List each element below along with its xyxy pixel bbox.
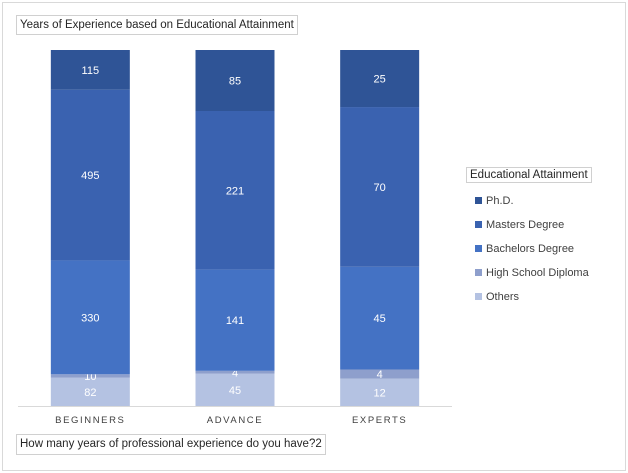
legend-swatch (475, 269, 482, 276)
data-label: 4 (377, 369, 383, 381)
data-label: 45 (374, 313, 386, 325)
data-label: 70 (374, 182, 386, 194)
legend-item: High School Diploma (466, 261, 601, 285)
bar-segment-beginners-bachelors-degree (50, 260, 130, 375)
bar-segment-experts-ph-d (340, 50, 420, 108)
legend-item: Masters Degree (466, 213, 601, 237)
bar-segment-beginners-others (50, 377, 130, 406)
data-label: 330 (81, 312, 99, 324)
legend-swatch (475, 293, 482, 300)
legend: Educational Attainment Ph.D. Masters Degr… (466, 165, 601, 309)
bar-segment-advance-others (195, 373, 275, 406)
legend-item: Bachelors Degree (466, 237, 601, 261)
x-axis-title: How many years of professional experienc… (16, 434, 326, 455)
data-label: 45 (229, 385, 241, 397)
x-tick-label: ADVANCE (207, 415, 263, 426)
bar-segment-advance-high-school-diploma (195, 370, 275, 374)
bar-segment-advance-ph-d (195, 50, 275, 112)
bar-segment-advance-bachelors-degree (195, 269, 275, 371)
bar-segment-beginners-high-school-diploma (50, 374, 130, 378)
data-label: 12 (374, 387, 386, 399)
legend-label: Bachelors Degree (486, 243, 575, 255)
data-label: 85 (229, 76, 241, 88)
chart-title: Years of Experience based on Educational… (16, 15, 298, 35)
legend-item: Others (466, 285, 601, 309)
legend-swatch (475, 245, 482, 252)
bar-segment-experts-masters-degree (340, 107, 420, 267)
bar-segment-experts-high-school-diploma (340, 369, 420, 379)
bar-segment-beginners-masters-degree (50, 89, 130, 261)
legend-label: High School Diploma (486, 267, 589, 279)
legend-label: Masters Degree (486, 219, 565, 231)
bar-segment-beginners-ph-d (50, 50, 130, 90)
data-label: 82 (84, 387, 96, 399)
data-label: 115 (82, 65, 100, 77)
data-label: 221 (226, 185, 244, 197)
bar-segment-experts-bachelors-degree (340, 266, 420, 370)
legend-label: Ph.D. (486, 195, 514, 207)
legend-item: Ph.D. (466, 189, 601, 213)
x-tick-label: BEGINNERS (55, 415, 125, 426)
data-label: 4 (232, 367, 238, 379)
legend-swatch (475, 197, 482, 204)
legend-label: Others (486, 291, 520, 303)
legend-title: Educational Attainment (466, 167, 592, 183)
legend-swatch (475, 221, 482, 228)
data-label: 141 (226, 315, 244, 327)
bar-segment-experts-others (340, 378, 420, 406)
x-tick-label: EXPERTS (352, 415, 407, 426)
bar-segment-advance-masters-degree (195, 111, 275, 270)
data-label: 495 (81, 170, 99, 182)
data-label: 25 (374, 74, 386, 86)
